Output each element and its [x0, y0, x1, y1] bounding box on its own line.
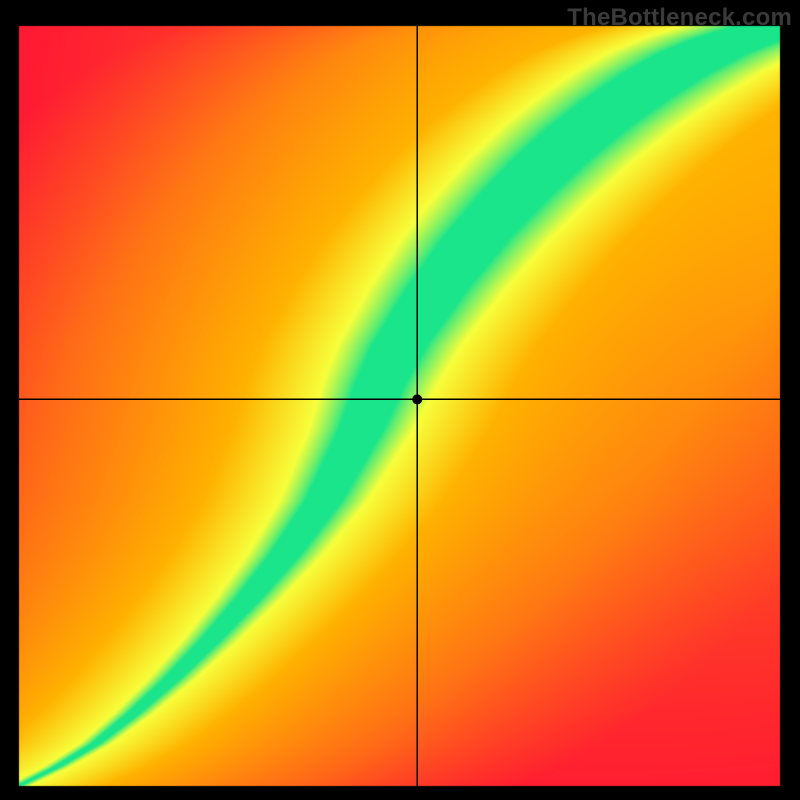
bottleneck-heatmap-chart: TheBottleneck.com	[0, 0, 800, 800]
heatmap-canvas	[0, 0, 800, 800]
watermark-text: TheBottleneck.com	[567, 4, 792, 32]
